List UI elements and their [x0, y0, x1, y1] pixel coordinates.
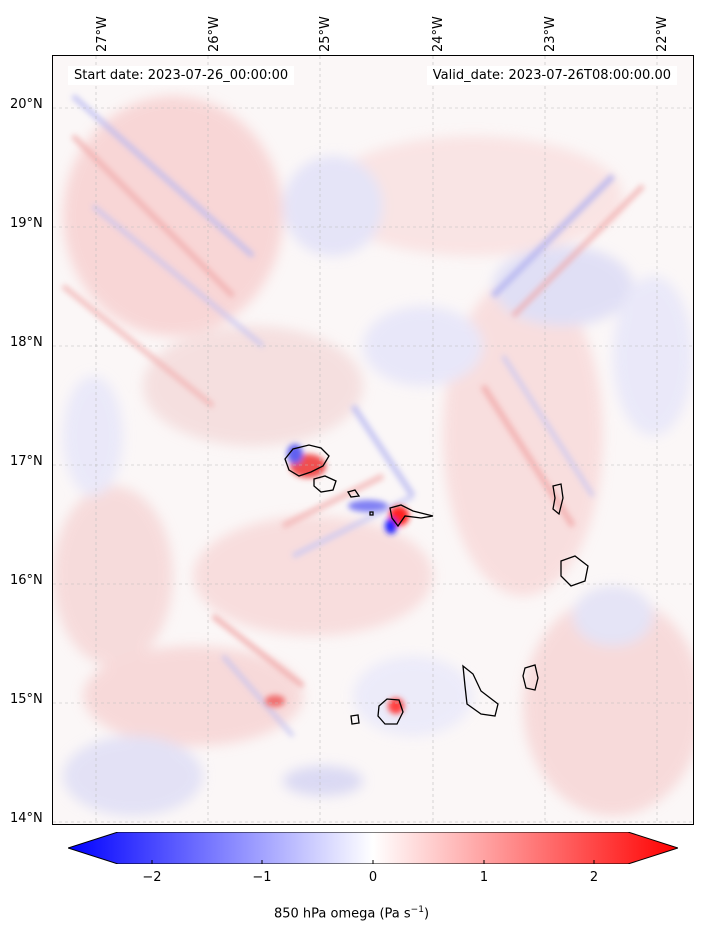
lon-label-25w: 25°W [318, 16, 333, 52]
map-gridlines [53, 56, 693, 824]
island-ilheu [369, 511, 374, 516]
map-panel: Start date: 2023-07-26_00:00:00 Valid_da… [52, 55, 694, 825]
colorbar-tick-0: 0 [368, 870, 378, 885]
island-coastlines [284, 444, 589, 725]
omega-field [53, 94, 693, 816]
colorbar-tick-2: 2 [589, 870, 599, 885]
lat-label-15n: 15°N [10, 692, 43, 707]
lat-label-14n: 14°N [10, 811, 43, 826]
start-date-label: Start date: 2023-07-26_00:00:00 [68, 66, 295, 85]
island-sal [552, 483, 564, 516]
island-boa-vista [560, 555, 589, 587]
colorbar-tick-neg1: −1 [252, 870, 272, 885]
island-brava [350, 714, 360, 725]
colorbar-label: 850 hPa omega (Pa s−1) [273, 905, 430, 922]
island-maio [522, 664, 539, 691]
lon-label-22w: 22°W [655, 16, 670, 52]
island-santo-antao [284, 444, 330, 477]
lat-label-18n: 18°N [10, 335, 43, 350]
lon-label-24w: 24°W [431, 16, 446, 52]
lat-label-16n: 16°N [10, 573, 43, 588]
omega-field-map [53, 56, 693, 824]
colorbar [66, 831, 680, 865]
lon-label-26w: 26°W [207, 16, 222, 52]
lat-label-19n: 19°N [10, 216, 43, 231]
colorbar-tick-neg2: −2 [142, 870, 162, 885]
island-fogo [377, 698, 404, 725]
island-sao-nicolau [389, 504, 434, 528]
lat-label-17n: 17°N [10, 454, 43, 469]
lat-label-20n: 20°N [10, 97, 43, 112]
colorbar-tick-1: 1 [479, 870, 489, 885]
island-sao-vicente [313, 475, 337, 493]
lon-label-27w: 27°W [95, 16, 110, 52]
colorbar-gradient [66, 831, 680, 865]
lon-label-23w: 23°W [543, 16, 558, 52]
island-santa-luzia [347, 489, 361, 498]
valid-date-label: Valid_date: 2023-07-26T08:00:00.00 [426, 66, 677, 85]
island-santiago [462, 664, 499, 717]
